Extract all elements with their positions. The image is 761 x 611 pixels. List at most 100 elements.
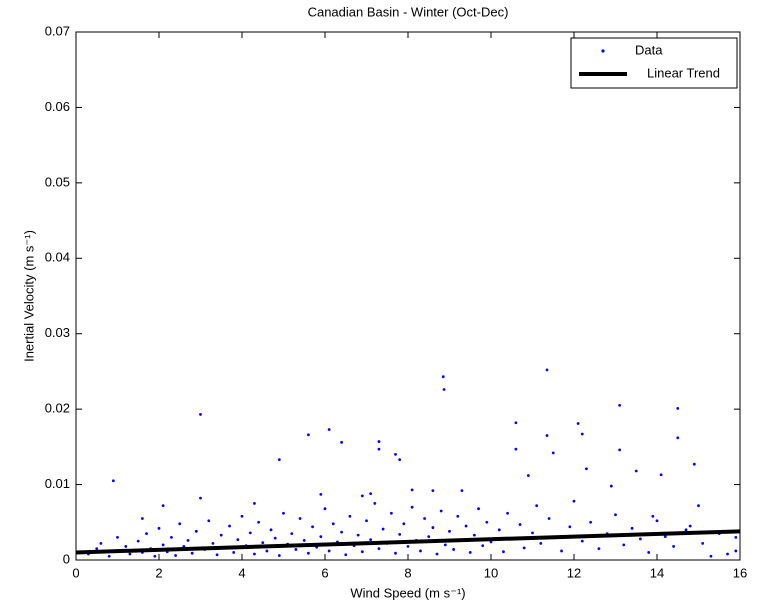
data-point [663,535,667,539]
data-point [431,526,435,529]
data-point [473,533,476,537]
y-tick-label: 0.05 [45,174,70,189]
data-point [170,535,173,539]
data-point [178,522,182,526]
data-point [535,504,539,508]
data-point [136,539,140,543]
data-point [522,546,526,550]
data-point [618,448,622,452]
data-point [219,533,223,537]
data-point [99,542,103,545]
data-point [265,549,269,553]
y-tick-label: 0.01 [45,476,70,491]
data-point [427,535,431,539]
data-point [277,458,281,462]
data-point [460,489,464,493]
data-point [468,551,472,554]
data-point [290,532,294,535]
data-point [348,514,352,518]
data-point [161,504,165,508]
data-point [551,451,555,455]
y-tick-label: 0.07 [45,23,70,38]
data-point [531,531,534,535]
legend-marker [601,49,605,53]
data-point [340,440,343,444]
data-point [377,440,381,443]
data-point [576,422,580,425]
data-point [390,511,393,515]
data-point [734,549,738,553]
data-point [240,514,244,518]
data-point [145,532,148,535]
data-point [410,505,414,509]
data-point [128,552,132,556]
data-point [655,519,659,523]
data-point [448,529,451,533]
data-point [124,545,128,548]
data-point [402,522,406,526]
data-point [464,524,468,528]
data-point [157,526,161,530]
data-point [369,538,373,542]
data-point [228,524,231,528]
data-point [377,547,381,551]
data-point [456,514,460,518]
legend-label: Data [635,42,663,57]
data-point [319,492,323,496]
data-point [406,545,410,548]
data-point [269,528,273,532]
x-tick-label: 2 [155,565,162,580]
x-tick-label: 0 [72,565,79,580]
data-point [659,473,663,477]
data-point [373,502,377,505]
data-point [199,413,202,416]
data-point [236,538,240,542]
data-point [560,549,563,553]
data-point [215,553,219,557]
data-point [477,507,480,511]
data-point [111,479,115,483]
data-point [323,507,327,511]
data-point [630,526,634,530]
data-point [398,532,402,536]
data-point [365,519,368,523]
legend-label: Linear Trend [647,65,720,80]
data-point [107,554,111,558]
data-point [340,530,343,534]
data-point [684,528,688,532]
data-point [360,550,364,554]
data-point [497,528,501,532]
data-point [261,541,265,545]
legend-box [570,37,738,89]
data-point [726,552,729,556]
data-point [211,542,215,545]
data-point [232,551,236,554]
data-point [307,551,310,555]
data-point [394,551,397,555]
y-tick-label: 0 [63,551,70,566]
y-tick-label: 0.03 [45,325,70,340]
data-point [369,492,373,496]
data-point [277,554,281,557]
data-point [701,542,705,545]
data-point [273,536,277,540]
data-point [443,543,447,547]
x-tick-label: 16 [733,565,747,580]
data-point [319,535,323,539]
data-point [282,511,285,515]
data-point [190,551,194,555]
data-point [356,533,360,537]
data-point [116,535,119,539]
data-point [248,531,252,535]
data-point [381,527,385,531]
data-point [634,469,638,473]
data-point [518,523,522,526]
data-point [526,474,530,477]
x-tick-label: 6 [321,565,328,580]
data-point [161,543,165,547]
data-point [734,535,738,539]
data-point [360,494,364,498]
data-point [302,538,306,542]
data-point [207,519,211,523]
